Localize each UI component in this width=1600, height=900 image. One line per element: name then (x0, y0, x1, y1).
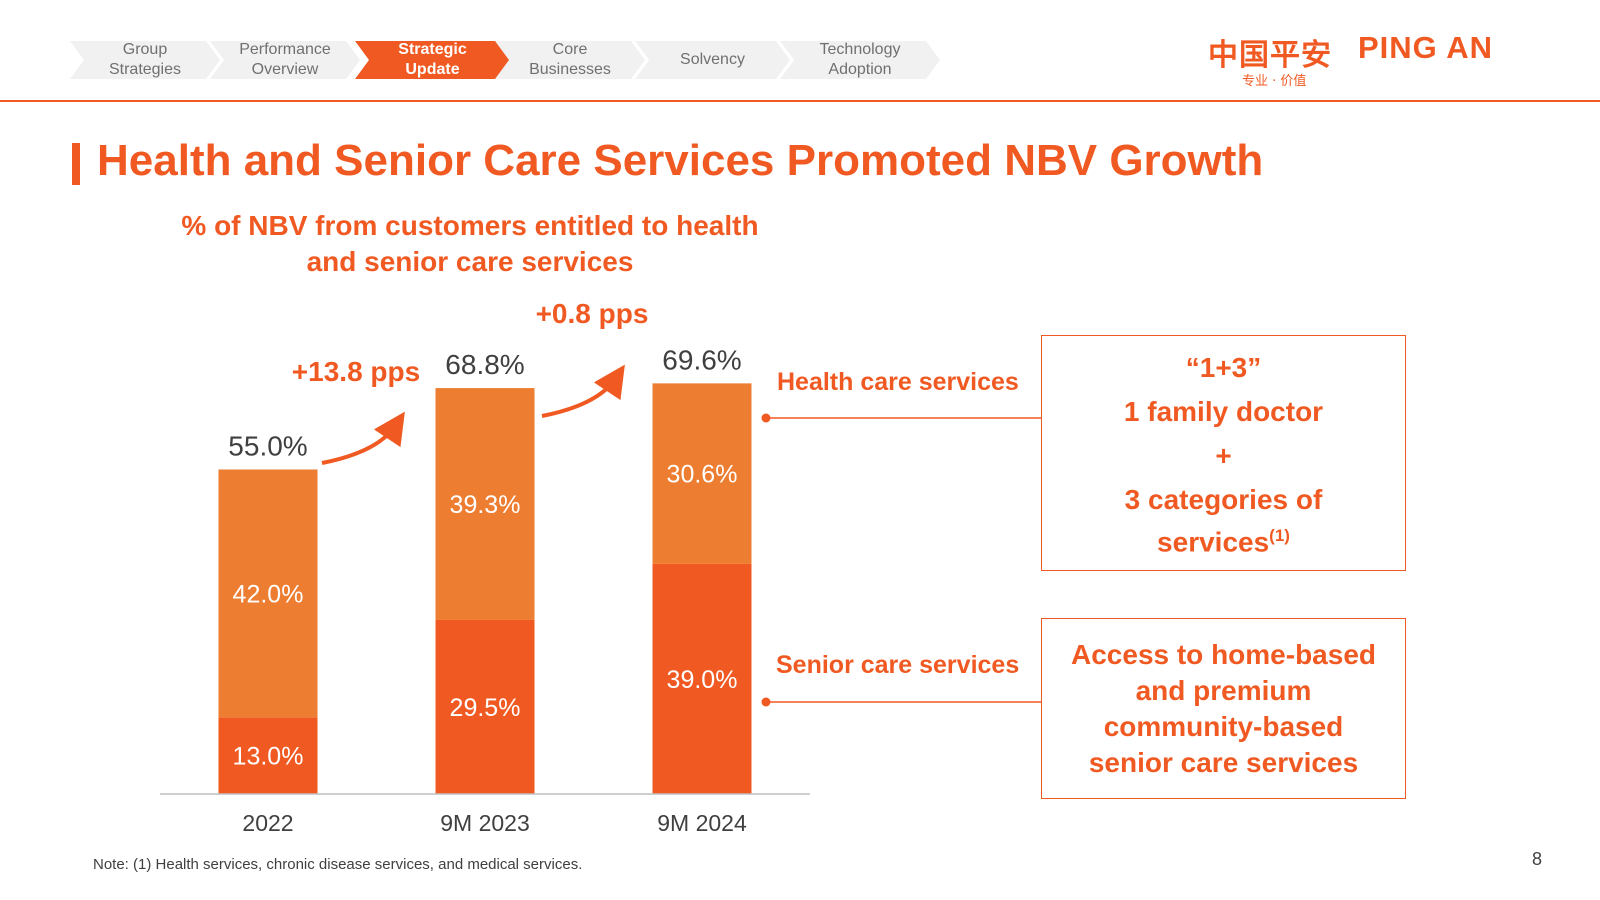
nav-tab-line: Adoption (828, 61, 892, 78)
ping-an-logo: 中国平安 PING AN 专业 · 价值 (1208, 30, 1508, 90)
nav-tab-line: Solvency (680, 51, 745, 68)
bar-segment-health-0 (218, 469, 318, 718)
nav-tab-line: Businesses (529, 61, 611, 78)
total-label-2: 69.6% (662, 344, 741, 375)
bar-segment-health-2 (652, 383, 752, 564)
health-connector-dot (761, 413, 771, 423)
nav-tab-line: Group (122, 41, 168, 58)
bar-segment-senior-2 (652, 563, 752, 794)
growth-annotation-2: +0.8 pps (536, 298, 649, 329)
logo-tagline: 专业 · 价值 (1242, 74, 1307, 89)
callout-text: services (1157, 526, 1270, 558)
data-label-senior-0: 13.0% (233, 743, 304, 771)
callout-line: 3 categories of (1124, 483, 1323, 515)
callout-line: 1 family doctor (1123, 395, 1324, 427)
callout-line-last: services(1) (1157, 518, 1290, 560)
callout-line: + (1215, 439, 1232, 471)
growth-arrow-2 (541, 364, 625, 418)
title-accent-bar (72, 143, 80, 185)
nav-tab-strategic-update[interactable]: Strategic Update (355, 41, 510, 79)
nav-tab-line: Performance (239, 41, 331, 58)
nav-tab-group-strategies[interactable]: Group Strategies (70, 41, 220, 79)
data-label-health-0: 42.0% (233, 580, 304, 608)
nav-tab-solvency[interactable]: Solvency (635, 41, 790, 79)
chart-title-line2: and senior care services (306, 246, 634, 277)
x-tick-label-0: 2022 (242, 810, 293, 836)
page-number: 8 (1532, 849, 1543, 869)
chart-title-line1: % of NBV from customers entitled to heal… (181, 210, 759, 241)
bar-segment-senior-0 (218, 717, 318, 794)
total-label-1: 68.8% (445, 349, 524, 380)
data-label-health-1: 39.3% (450, 491, 521, 519)
footnote: Note: (1) Health services, chronic disea… (93, 856, 583, 873)
nav-tab-performance-overview[interactable]: Performance Overview (210, 41, 360, 79)
chart-title: % of NBV from customers entitled to heal… (150, 208, 790, 280)
senior-care-label: Senior care services (776, 651, 1020, 679)
callout-line: community-based (1103, 710, 1344, 742)
header-divider (0, 100, 1600, 102)
nav-tab-line: Technology (819, 41, 901, 58)
x-tick-label-2: 9M 2024 (657, 810, 747, 836)
senior-connector-dot (761, 697, 771, 707)
nav-tab-line: Strategic Update (398, 41, 467, 78)
callout-line: senior care services (1088, 746, 1359, 778)
data-label-health-2: 30.6% (667, 461, 738, 489)
health-care-label: Health care services (777, 368, 1019, 396)
page-title: Health and Senior Care Services Promoted… (97, 136, 1264, 185)
nav-tab-core-businesses[interactable]: Core Businesses (495, 41, 645, 79)
nav-tab-technology-adoption[interactable]: Technology Adoption (780, 41, 940, 79)
bar-segment-senior-1 (435, 619, 535, 794)
logo-chinese-text: 中国平安 (1208, 38, 1332, 73)
callout-line: Access to home-based (1071, 638, 1376, 670)
nav-tab-line: Overview (251, 61, 319, 78)
nav-tab-line: Strategies (108, 61, 182, 78)
callout-line: and premium (1135, 674, 1312, 706)
health-care-callout-box: “1+3” 1 family doctor + 3 categories of … (1041, 335, 1406, 571)
growth-annotation-1: +13.8 pps (292, 356, 420, 387)
logo-english-text: PING AN (1358, 30, 1494, 65)
x-tick-label-1: 9M 2023 (440, 810, 530, 836)
nav-tab-line: Core (552, 41, 588, 58)
data-label-senior-1: 29.5% (450, 694, 521, 722)
data-label-senior-2: 39.0% (667, 666, 738, 694)
bar-segment-health-1 (435, 388, 535, 620)
callout-line: “1+3” (1185, 351, 1262, 383)
senior-care-callout-box: Access to home-based and premium communi… (1041, 618, 1406, 799)
total-label-0: 55.0% (228, 431, 307, 462)
growth-arrow-1 (321, 411, 405, 465)
footnote-marker: (1) (1269, 525, 1290, 545)
